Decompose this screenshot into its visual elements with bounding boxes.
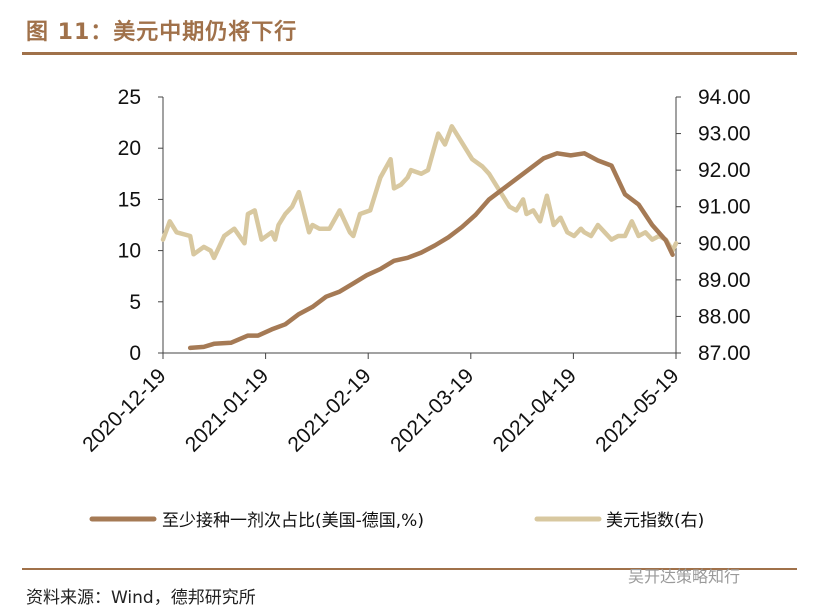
left-tick-label: 25 xyxy=(118,86,141,109)
legend-label-vaccination: 至少接种一剂次占比(美国-德国,%) xyxy=(162,511,424,531)
right-tick-label: 92.00 xyxy=(698,159,751,182)
right-tick-label: 90.00 xyxy=(698,232,751,255)
legend: 至少接种一剂次占比(美国-德国,%) 美元指数(右) xyxy=(89,511,704,531)
x-tick-label: 2021-05-19 xyxy=(591,364,683,456)
right-tick-label: 87.00 xyxy=(698,342,751,365)
left-tick-label: 5 xyxy=(129,291,141,314)
series-line-vaccination xyxy=(187,151,675,351)
figure-title: 图 11：美元中期仍将下行 xyxy=(26,20,298,45)
title-rule xyxy=(22,52,797,55)
right-y-axis: 87.00 88.00 89.00 90.00 91.00 92.00 93.00 94.00 xyxy=(675,86,751,365)
source-note: 资料来源：Wind，德邦研究所 xyxy=(26,588,256,608)
left-tick-label: 15 xyxy=(118,188,141,211)
left-y-axis: 0 5 10 15 20 25 xyxy=(118,86,164,365)
watermark: 吴开达策略知行 xyxy=(628,567,741,586)
x-axis: 2020-12-19 2021-01-19 2021-02-19 2021-03-19… xyxy=(78,352,684,456)
x-tick-label: 2021-04-19 xyxy=(489,364,581,456)
right-tick-label: 94.00 xyxy=(698,86,751,109)
legend-label-usd-index: 美元指数(右) xyxy=(606,511,704,531)
right-tick-label: 91.00 xyxy=(698,196,751,219)
x-tick-label: 2021-03-19 xyxy=(386,364,478,456)
x-tick-label: 2020-12-19 xyxy=(78,364,170,456)
left-tick-label: 0 xyxy=(129,342,141,365)
x-tick-label: 2021-02-19 xyxy=(284,364,376,456)
left-tick-label: 10 xyxy=(118,240,141,263)
right-tick-label: 93.00 xyxy=(698,123,751,146)
right-tick-label: 88.00 xyxy=(698,305,751,328)
left-tick-label: 20 xyxy=(118,137,141,160)
series-line-usd-index xyxy=(160,124,679,261)
x-tick-label: 2021-01-19 xyxy=(181,364,273,456)
right-tick-label: 89.00 xyxy=(698,269,751,292)
series-group xyxy=(160,124,679,351)
source-rule xyxy=(22,568,797,570)
